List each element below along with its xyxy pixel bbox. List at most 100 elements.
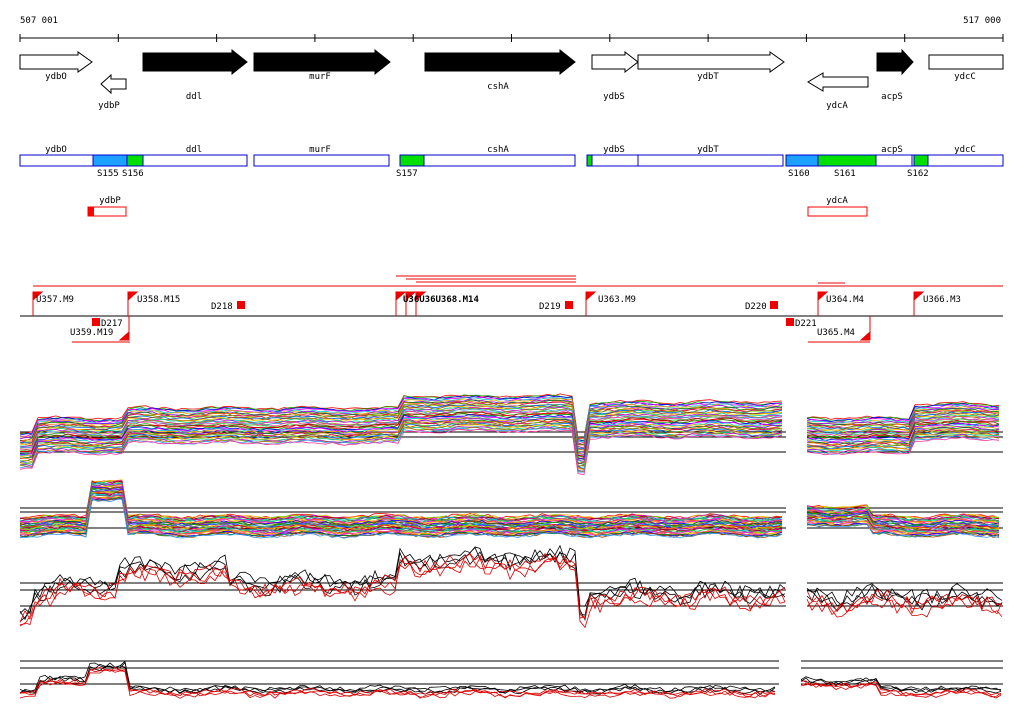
terminator-marker: [770, 301, 778, 309]
feature-label-overlap[interactable]: U36U36U368.M14: [403, 295, 479, 305]
strand-trace: [806, 593, 1003, 616]
gene-ddl-arrow[interactable]: [142, 48, 248, 76]
expression-trace: [806, 422, 1000, 441]
feature-label[interactable]: U359.M19: [70, 328, 113, 338]
reverse-feature-ydcA-box[interactable]: [807, 206, 868, 217]
gene-ydbP-label: ydbP: [98, 101, 120, 111]
expression-trace: [806, 415, 1000, 434]
feature-flag: [127, 291, 139, 316]
feature-label[interactable]: D217: [101, 319, 123, 329]
gene-ydbP-arrow[interactable]: [100, 73, 127, 95]
gene-acpS-arrow[interactable]: [876, 48, 914, 76]
strand-trace: [800, 682, 1002, 699]
expression-trace: [19, 480, 783, 521]
segment-s157-block[interactable]: [399, 154, 425, 167]
expression-trace: [19, 479, 783, 520]
feature-label[interactable]: U365.M4: [817, 328, 855, 338]
feature-flag: [817, 291, 829, 316]
gene-cshA-arrow[interactable]: [424, 48, 576, 76]
strand-trace: [19, 668, 776, 698]
segment-s160-label: S160: [788, 169, 810, 179]
expression-trace: [806, 431, 1000, 451]
expression-trace: [806, 411, 1000, 431]
segment-box-cshA[interactable]: [399, 154, 576, 167]
expression-trace: [19, 491, 783, 532]
segment-s162-block[interactable]: [913, 154, 929, 167]
strand-trace: [19, 666, 776, 697]
gene-ydcC-label: ydcC: [954, 72, 976, 82]
segment-s156-block[interactable]: [126, 154, 144, 167]
feature-label[interactable]: D221: [795, 319, 817, 329]
expression-trace: [19, 488, 783, 528]
expression-trace: [806, 404, 1000, 424]
gene-ydbS-label: ydbS: [603, 92, 625, 102]
gene-ydcA-label: ydcA: [826, 101, 848, 111]
expression-trace: [19, 480, 783, 520]
segment-s156-label: S156: [122, 169, 144, 179]
reverse-feature-marker: [88, 207, 94, 216]
gene-ydcC-box[interactable]: [928, 54, 1004, 70]
segment-s155-label: S155: [97, 169, 119, 179]
feature-label[interactable]: U363.M9: [598, 295, 636, 305]
feature-flag: [395, 291, 407, 316]
feature-label[interactable]: U364.M4: [826, 295, 864, 305]
gene-murF-label: murF: [309, 72, 331, 82]
terminator-marker: [786, 318, 794, 326]
strand-trace: [800, 682, 1002, 698]
gene-cshA-label: cshA: [487, 82, 509, 92]
expression-trace: [806, 421, 1000, 441]
strand-trace: [19, 556, 786, 629]
feature-label[interactable]: D219: [539, 302, 561, 312]
coordinate-ruler: 507 001 517 000: [19, 16, 1004, 42]
segment-gene-label: acpS: [881, 145, 903, 155]
expression-track-strand-minus: [19, 660, 1003, 699]
feature-flag: [405, 291, 417, 316]
feature-flag: [415, 291, 427, 316]
segment-s160-block[interactable]: [785, 154, 819, 167]
expression-trace: [19, 404, 783, 451]
feature-label[interactable]: D218: [211, 302, 233, 312]
gene-ddl-label: ddl: [186, 92, 202, 102]
expression-trace: [20, 491, 783, 533]
segment-gene-label: ddl: [186, 145, 202, 155]
strand-trace: [19, 552, 786, 623]
segment-gene-label: cshA: [487, 145, 509, 155]
expression-trace: [19, 480, 783, 521]
strand-trace: [19, 660, 776, 693]
segment-gene-label: ydbS: [603, 145, 625, 155]
feature-label[interactable]: U357.M9: [36, 295, 74, 305]
reverse-feature-label: ydbP: [99, 196, 121, 206]
strand-trace: [19, 550, 786, 622]
expression-trace: [806, 432, 999, 451]
strand-trace: [19, 661, 776, 694]
expression-trace: [19, 415, 783, 463]
segment-box-ydbS-ydbT[interactable]: [586, 154, 784, 167]
feature-label[interactable]: U358.M15: [137, 295, 180, 305]
segment-box-murF[interactable]: [253, 154, 390, 167]
expression-trace: [806, 423, 1000, 443]
segment-s161-block[interactable]: [817, 154, 877, 167]
expression-trace: [806, 413, 1000, 433]
expression-trace: [20, 406, 783, 452]
terminator-marker: [237, 301, 245, 309]
gene-ydcA-arrow[interactable]: [807, 72, 869, 92]
expression-trace: [19, 419, 783, 467]
terminator-marker: [92, 318, 100, 326]
strand-trace: [800, 680, 1002, 696]
expression-trace: [19, 485, 783, 526]
strand-trace: [19, 544, 786, 616]
gene-ydbO-arrow[interactable]: [19, 51, 93, 73]
feature-label[interactable]: D220: [745, 302, 767, 312]
segment-s155-block[interactable]: [92, 154, 128, 167]
expression-trace: [806, 403, 1000, 423]
expression-trace: [806, 408, 1000, 427]
expression-trace: [806, 436, 1000, 456]
gene-ydbS-arrow[interactable]: [591, 50, 639, 74]
expression-trace: [806, 505, 1000, 520]
gene-murF-arrow[interactable]: [253, 48, 391, 76]
gene-ydbT-label: ydbT: [697, 72, 719, 82]
feature-flag: [859, 316, 871, 341]
feature-label[interactable]: U366.M3: [923, 295, 961, 305]
gene-ydbT-arrow[interactable]: [637, 51, 785, 73]
